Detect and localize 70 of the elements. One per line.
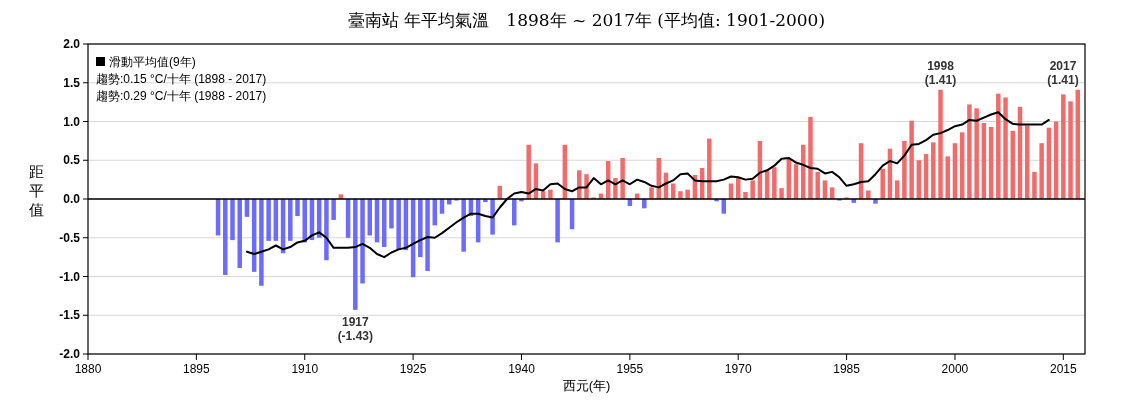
annotation: 2017 (1.41) [1047,58,1079,87]
bar [526,144,531,199]
bar [750,180,755,199]
bar [396,199,401,250]
y-tick-label: 0.5 [63,153,81,168]
bar [707,138,712,199]
bar [1068,101,1073,199]
x-tick-label: 1970 [724,362,752,376]
bar [1003,97,1008,199]
bar [360,199,365,284]
bar [909,120,914,199]
y-tick-label: -1.5 [59,308,81,323]
bar [649,187,654,199]
bar [1032,171,1037,199]
bar [237,199,242,268]
bar [288,199,293,241]
bar [1061,94,1066,199]
bar [389,199,394,229]
y-axis-title: 距平值 [28,163,44,218]
y-tick-label: -2.0 [59,347,81,361]
bar [223,199,228,275]
y-tick-label: -1.0 [59,269,81,284]
x-axis-title: 西元(年) [562,378,611,393]
bar [425,199,430,272]
bar [967,104,972,199]
bar [685,189,690,199]
y-tick-label: 1.5 [63,75,81,90]
annotation: 趨勢:0.15 °C/十年 (1898 - 2017) [96,72,267,86]
bar [302,199,307,243]
y-tick-label: 0.0 [63,192,81,206]
bar [230,199,235,241]
bar [772,167,777,199]
x-tick-label: 1955 [616,362,644,376]
bar [295,199,300,217]
x-tick-label: 2000 [941,362,969,376]
bar [1039,143,1044,199]
x-tick-label: 1895 [183,362,211,376]
x-tick-label: 2015 [1049,362,1077,376]
bar [353,199,358,310]
bar [945,156,950,199]
bar [331,199,336,220]
bar [461,199,466,252]
bar [931,142,936,199]
bar [996,93,1001,199]
chart-title: 臺南站 年平均氣溫 1898年 ~ 2017年 (平均值: 1901-2000) [347,10,826,30]
x-tick-label: 1940 [508,362,536,376]
x-tick-label: 1910 [291,362,319,376]
y-tick-label: 2.0 [63,37,81,51]
y-tick-label: 1.0 [63,114,81,129]
x-tick-label: 1880 [74,362,102,376]
annotation: 趨勢:0.29 °C/十年 (1988 - 2017) [96,89,267,103]
x-tick-label: 1925 [399,362,427,376]
bar [974,108,979,199]
bar [555,199,560,243]
bar [324,199,329,261]
annotation: 1917 (-1.43) [337,314,373,343]
bar [815,171,820,199]
legend-label: 滑動平均值(9年) [109,55,196,69]
bar [938,89,943,199]
bar [902,140,907,199]
bar [620,157,625,199]
bar [880,168,885,199]
bar [418,199,423,258]
bar [266,199,271,241]
bar [259,199,264,286]
bar [779,188,784,199]
x-tick-label: 1985 [833,362,861,376]
bar [808,116,813,199]
y-tick-label: -0.5 [59,230,81,245]
annotation: 1998 (1.41) [924,58,957,87]
